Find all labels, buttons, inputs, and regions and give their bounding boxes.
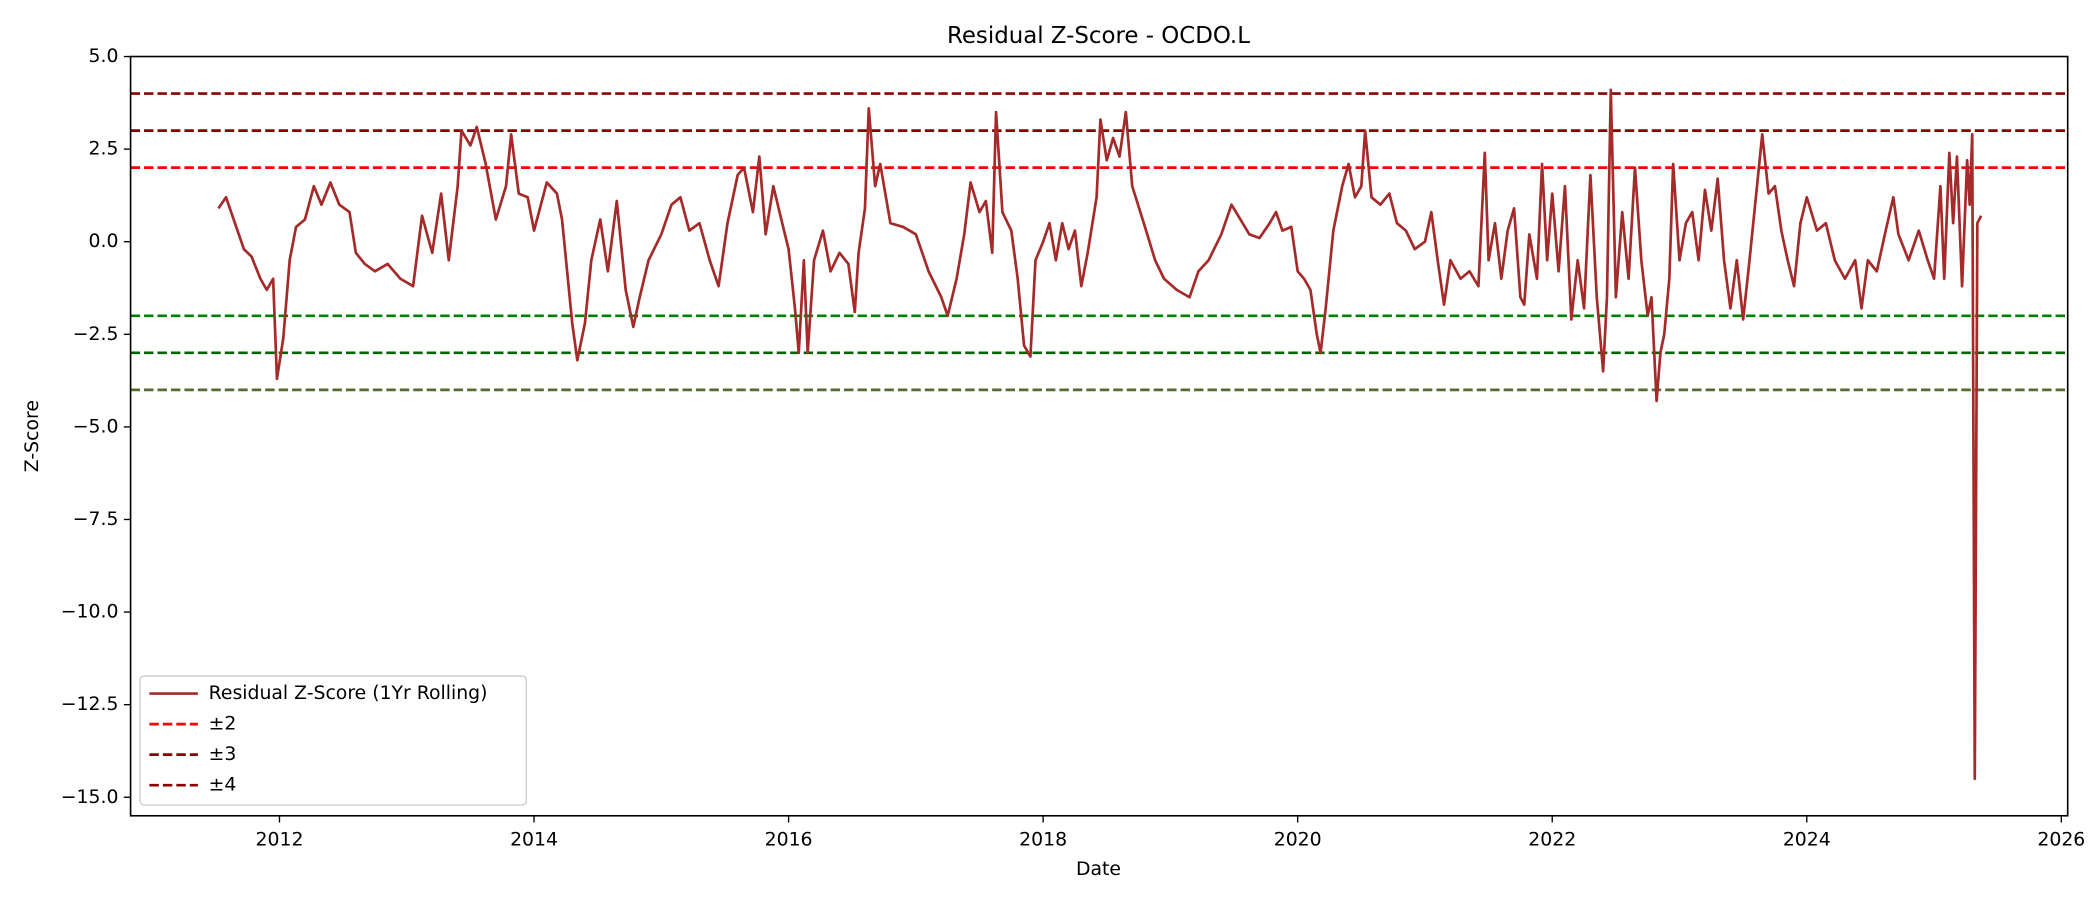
x-tick-label: 2026	[2037, 830, 2085, 851]
legend-label: Residual Z-Score (1Yr Rolling)	[209, 683, 488, 704]
data-line	[217, 88, 1983, 781]
x-tick-label: 2014	[510, 830, 558, 851]
y-axis-label: Z-Score	[22, 400, 43, 472]
x-tick-label: 2020	[1274, 830, 1322, 851]
legend-box	[139, 675, 528, 806]
y-tick-label: 0.0	[89, 231, 119, 252]
y-tick-label: −12.5	[61, 694, 119, 715]
x-tick-label: 2012	[256, 830, 304, 851]
x-axis-label: Date	[1076, 859, 1121, 880]
x-tick-label: 2022	[1528, 830, 1576, 851]
x-tick-label: 2016	[765, 830, 813, 851]
legend-label: ±4	[209, 775, 237, 796]
legend-label: ±2	[209, 714, 237, 735]
chart-title: Residual Z-Score - OCDO.L	[947, 23, 1250, 49]
y-tick-label: −2.5	[73, 324, 119, 345]
y-tick-label: −10.0	[61, 602, 119, 623]
legend-label: ±3	[209, 744, 237, 765]
y-tick-label: 2.5	[89, 139, 119, 160]
plot-frame	[129, 55, 2069, 817]
x-tick-label: 2024	[1783, 830, 1831, 851]
x-tick-label: 2018	[1019, 830, 1067, 851]
y-tick-label: −15.0	[61, 787, 119, 808]
y-tick-label: 5.0	[89, 46, 119, 67]
y-tick-label: −7.5	[73, 509, 119, 530]
y-tick-label: −5.0	[73, 416, 119, 437]
